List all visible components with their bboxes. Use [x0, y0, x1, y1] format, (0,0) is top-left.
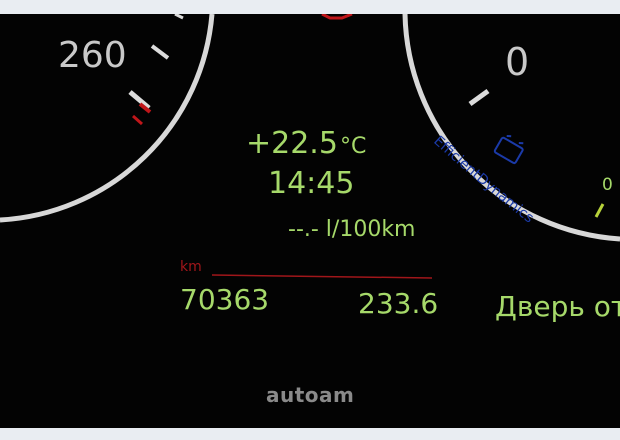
watermark-logo: autoam: [266, 383, 355, 407]
door-warning-message: Дверь от: [495, 290, 620, 323]
right-gauge-ring: [402, 14, 620, 242]
speedometer-red-tick: [138, 102, 152, 114]
eco-green-tick: [594, 203, 605, 218]
temperature-unit: °C: [340, 134, 367, 159]
speedometer-ring: [0, 14, 215, 223]
fuel-consumption: --.- l/100km: [288, 217, 416, 242]
odometer-separator-line: [211, 274, 433, 279]
red-indicator-fragment: [321, 14, 353, 20]
speedometer-tick: [174, 14, 184, 20]
odometer-unit-label: km: [180, 259, 202, 275]
outside-temperature: +22.5: [246, 126, 338, 161]
speedometer-red-tick: [132, 114, 143, 126]
gauge-graphics: EfficientDynamics: [0, 14, 620, 279]
speedometer-tick: [150, 44, 170, 60]
clock-time: 14:45: [268, 166, 355, 201]
right-gauge-mark-label: 0: [505, 40, 530, 84]
instrument-cluster: EfficientDynamics 260 0 0 +22.5 °C 14:45…: [0, 14, 620, 428]
trip-meter-reading: 233.6: [358, 287, 439, 320]
speedometer-tick: [128, 90, 151, 110]
battery-icon: [493, 134, 524, 165]
odometer-reading: 70363: [180, 283, 270, 316]
speedometer-gauge: [0, 14, 215, 223]
speedometer-mark-label: 260: [58, 35, 127, 76]
right-gauge-tick: [468, 88, 490, 107]
eco-gauge-mark-label: 0: [602, 175, 613, 195]
